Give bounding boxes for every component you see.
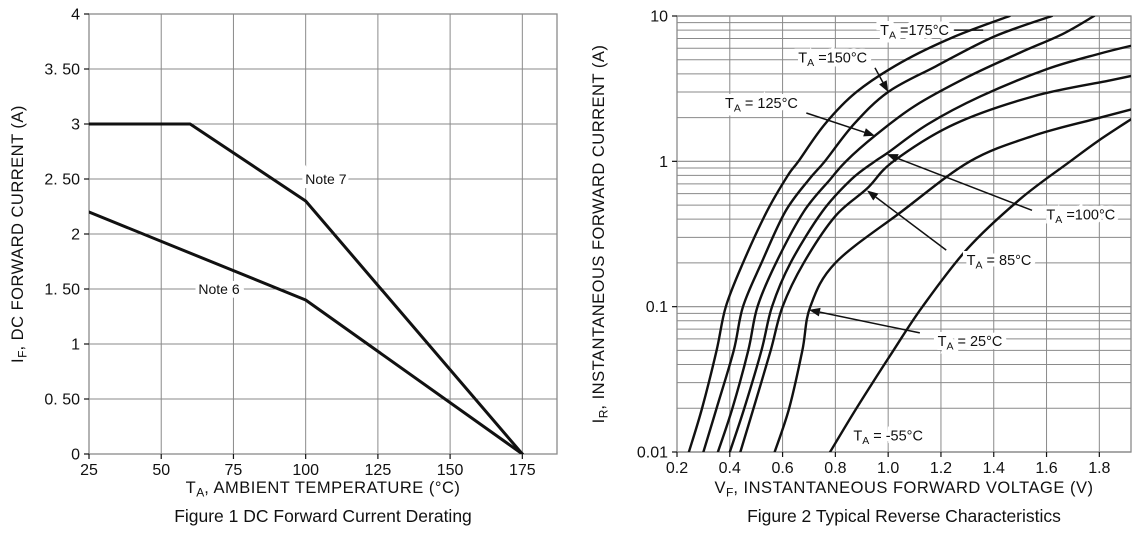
svg-text:TA =150°C: TA =150°C bbox=[798, 50, 867, 69]
svg-text:0.1: 0.1 bbox=[646, 299, 668, 316]
svg-text:0.8: 0.8 bbox=[824, 460, 846, 477]
svg-text:1.2: 1.2 bbox=[930, 460, 952, 477]
svg-text:1.6: 1.6 bbox=[1035, 460, 1057, 477]
curves bbox=[687, 16, 1131, 452]
svg-text:1: 1 bbox=[659, 154, 668, 171]
svg-text:0.2: 0.2 bbox=[666, 460, 688, 477]
svg-text:0.01: 0.01 bbox=[637, 445, 668, 462]
svg-text:3. 50: 3. 50 bbox=[44, 62, 80, 79]
temp-label-ta-55-c: TA = -55°C bbox=[849, 424, 927, 451]
svg-text:2. 50: 2. 50 bbox=[44, 172, 80, 189]
curve-ta-150-c bbox=[702, 16, 1054, 452]
svg-text:TA = 125°C: TA = 125°C bbox=[725, 96, 798, 115]
figure2-x-axis-label: VF, INSTANTANEOUS FORWARD VOLTAGE (V) bbox=[714, 479, 1094, 500]
curve-ta-55-c bbox=[828, 117, 1131, 452]
figure2-typical-reverse-characteristics: 0.2 0.4 0.6 0.8 1.0 1.2 1.4 1.6 1.8 0.01 0.1 1 10 TA … bbox=[580, 0, 1142, 542]
temp-label-ta-175-c: TA =175°C bbox=[876, 19, 984, 46]
curves bbox=[89, 122, 524, 454]
tick-marks bbox=[84, 13, 523, 459]
tick-labels: 25 50 75 100 125 150 175 0 0. 50 1 1. 50 2 2. 50 3 3. … bbox=[44, 7, 535, 480]
temp-label-ta-85-c: TA = 85°C bbox=[867, 190, 1035, 275]
svg-text:10: 10 bbox=[650, 9, 668, 26]
temp-label-ta-125-c: TA = 125°C bbox=[721, 92, 875, 137]
curve-note-7 bbox=[89, 122, 524, 454]
gridlines bbox=[88, 13, 557, 455]
annotation-note-7: Note 7 bbox=[305, 171, 346, 187]
curve-ta-125-c bbox=[716, 16, 1096, 452]
svg-text:50: 50 bbox=[152, 462, 170, 479]
svg-text:175: 175 bbox=[509, 462, 536, 479]
svg-text:1.4: 1.4 bbox=[983, 460, 1005, 477]
svg-text:TA = 25°C: TA = 25°C bbox=[938, 334, 1003, 353]
svg-text:1.0: 1.0 bbox=[877, 460, 899, 477]
figure1-y-axis-label: IF, DC FORWARD CURRENT (A) bbox=[9, 105, 30, 363]
temp-label-ta-150-c: TA =150°C bbox=[794, 46, 889, 92]
svg-text:100: 100 bbox=[292, 462, 319, 479]
curve-ta-175-c bbox=[687, 16, 1011, 452]
svg-text:TA = 85°C: TA = 85°C bbox=[967, 253, 1032, 272]
svg-text:0: 0 bbox=[71, 447, 80, 464]
figure2-plot: 0.2 0.4 0.6 0.8 1.0 1.2 1.4 1.6 1.8 0.01 0.1 1 10 TA … bbox=[637, 9, 1132, 478]
tick-labels: 0.2 0.4 0.6 0.8 1.0 1.2 1.4 1.6 1.8 0.01 0.1 1 10 bbox=[637, 9, 1111, 478]
svg-text:2: 2 bbox=[71, 227, 80, 244]
curve-ta-85-c bbox=[739, 74, 1131, 452]
figure1-dc-forward-current-derating: 25 50 75 100 125 150 175 0 0. 50 1 1. 50 2 2. 50 3 3. … bbox=[9, 7, 558, 526]
temp-label-ta-100-c: TA =100°C bbox=[886, 154, 1119, 230]
plot-frame bbox=[676, 15, 1132, 453]
svg-text:125: 125 bbox=[365, 462, 392, 479]
curve-note-6 bbox=[89, 210, 524, 454]
svg-text:0. 50: 0. 50 bbox=[44, 392, 80, 409]
svg-text:150: 150 bbox=[437, 462, 464, 479]
svg-text:1. 50: 1. 50 bbox=[44, 282, 80, 299]
figure1-x-axis-label: TA, AMBIENT TEMPERATURE (°C) bbox=[185, 479, 461, 500]
svg-text:75: 75 bbox=[225, 462, 243, 479]
svg-text:0.4: 0.4 bbox=[719, 460, 741, 477]
gridlines bbox=[676, 15, 1131, 453]
svg-text:25: 25 bbox=[80, 462, 98, 479]
svg-text:0.6: 0.6 bbox=[771, 460, 793, 477]
svg-text:TA = -55°C: TA = -55°C bbox=[853, 428, 923, 447]
temp-label-ta-25-c: TA = 25°C bbox=[808, 307, 1006, 357]
svg-text:1.8: 1.8 bbox=[1088, 460, 1110, 477]
curve-ta-25-c bbox=[773, 108, 1131, 452]
svg-text:4: 4 bbox=[71, 7, 80, 24]
figure2-y-axis-label: IR, INSTANTANEOUS FORWARD CURRENT (A) bbox=[590, 44, 611, 424]
curve-ta-100-c bbox=[728, 44, 1131, 452]
svg-text:TA =100°C: TA =100°C bbox=[1046, 208, 1115, 227]
figure1-caption: Figure 1 DC Forward Current Derating bbox=[174, 506, 472, 526]
svg-text:1: 1 bbox=[71, 337, 80, 354]
figure1-plot: 25 50 75 100 125 150 175 0 0. 50 1 1. 50 2 2. 50 3 3. … bbox=[44, 7, 558, 480]
annotation-note-6: Note 6 bbox=[198, 281, 239, 297]
svg-text:TA =175°C: TA =175°C bbox=[880, 23, 949, 42]
svg-text:3: 3 bbox=[71, 117, 80, 134]
figure2-caption: Figure 2 Typical Reverse Characteristics bbox=[747, 506, 1061, 526]
tick-marks bbox=[672, 15, 1100, 457]
